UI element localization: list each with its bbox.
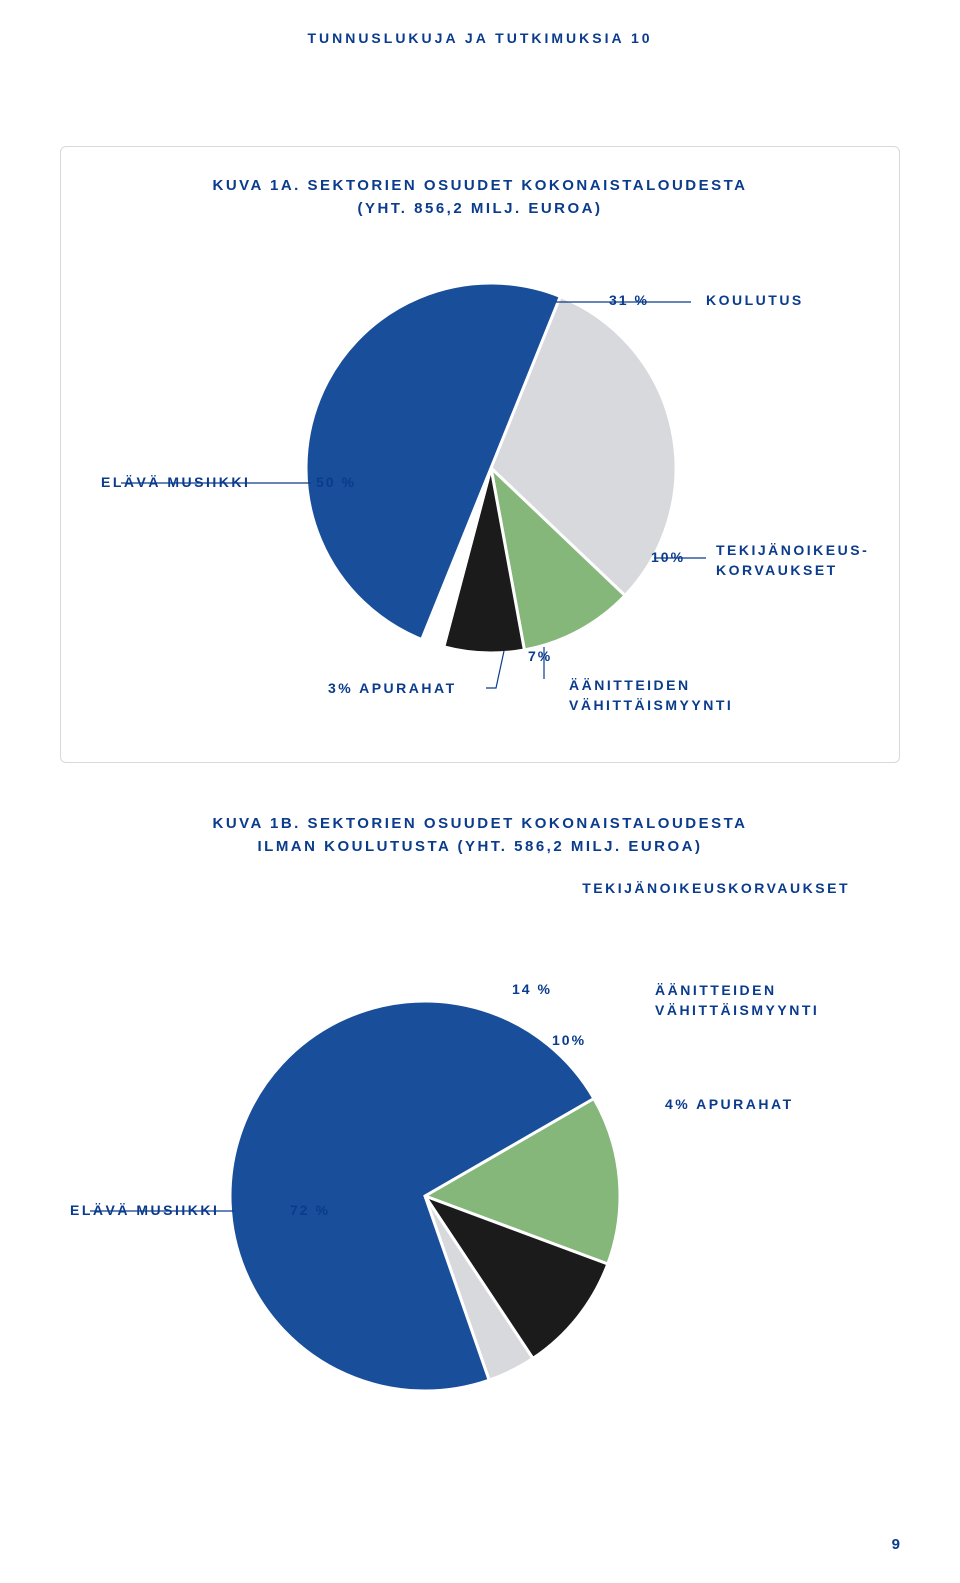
chart2-aan-label: ÄÄNITTEIDEN VÄHITTÄISMYYNTI xyxy=(655,981,819,1020)
chart2-elava-label: ELÄVÄ MUSIIKKI xyxy=(70,1202,219,1218)
chart2-svg xyxy=(60,896,880,1416)
leader-line xyxy=(486,651,504,688)
chart2-area: 14 % 10% ÄÄNITTEIDEN VÄHITTÄISMYYNTI 4% … xyxy=(60,896,900,1416)
chart1-koulutus-pct: 31 % xyxy=(609,292,649,308)
page-number: 9 xyxy=(0,1456,960,1583)
chart2-elava-pct: 72 % xyxy=(290,1202,330,1218)
chart2-apu-label: 4% APURAHAT xyxy=(665,1096,794,1112)
chart1-tek-pct: 10% xyxy=(651,549,685,565)
chart1-title: KUVA 1A. SEKTORIEN OSUUDET KOKONAISTALOU… xyxy=(91,175,869,220)
chart1-card: KUVA 1A. SEKTORIEN OSUUDET KOKONAISTALOU… xyxy=(60,146,900,763)
chart2-block: KUVA 1B. SEKTORIEN OSUUDET KOKONAISTALOU… xyxy=(60,813,900,1416)
chart1-aan-pct: 7% xyxy=(528,648,552,664)
chart1-koulutus-label: KOULUTUS xyxy=(706,292,804,308)
chart2-p10: 10% xyxy=(552,1032,586,1048)
chart2-subtitle: TEKIJÄNOIKEUSKORVAUKSET xyxy=(60,880,900,896)
chart1-apu-label: 3% APURAHAT xyxy=(328,680,457,696)
chart1-tek-label: TEKIJÄNOIKEUS- KORVAUKSET xyxy=(716,541,869,580)
chart1-area: 31 % KOULUTUS ELÄVÄ MUSIIKKI 50 % 10% TE… xyxy=(91,228,869,738)
page-header: TUNNUSLUKUJA JA TUTKIMUKSIA 10 xyxy=(60,30,900,46)
chart2-p14: 14 % xyxy=(512,981,552,997)
chart2-title: KUVA 1B. SEKTORIEN OSUUDET KOKONAISTALOU… xyxy=(60,813,900,858)
chart1-elava-label: ELÄVÄ MUSIIKKI xyxy=(101,474,250,490)
chart1-elava-pct: 50 % xyxy=(316,474,356,490)
chart1-aan-label: ÄÄNITTEIDEN VÄHITTÄISMYYNTI xyxy=(569,676,733,715)
